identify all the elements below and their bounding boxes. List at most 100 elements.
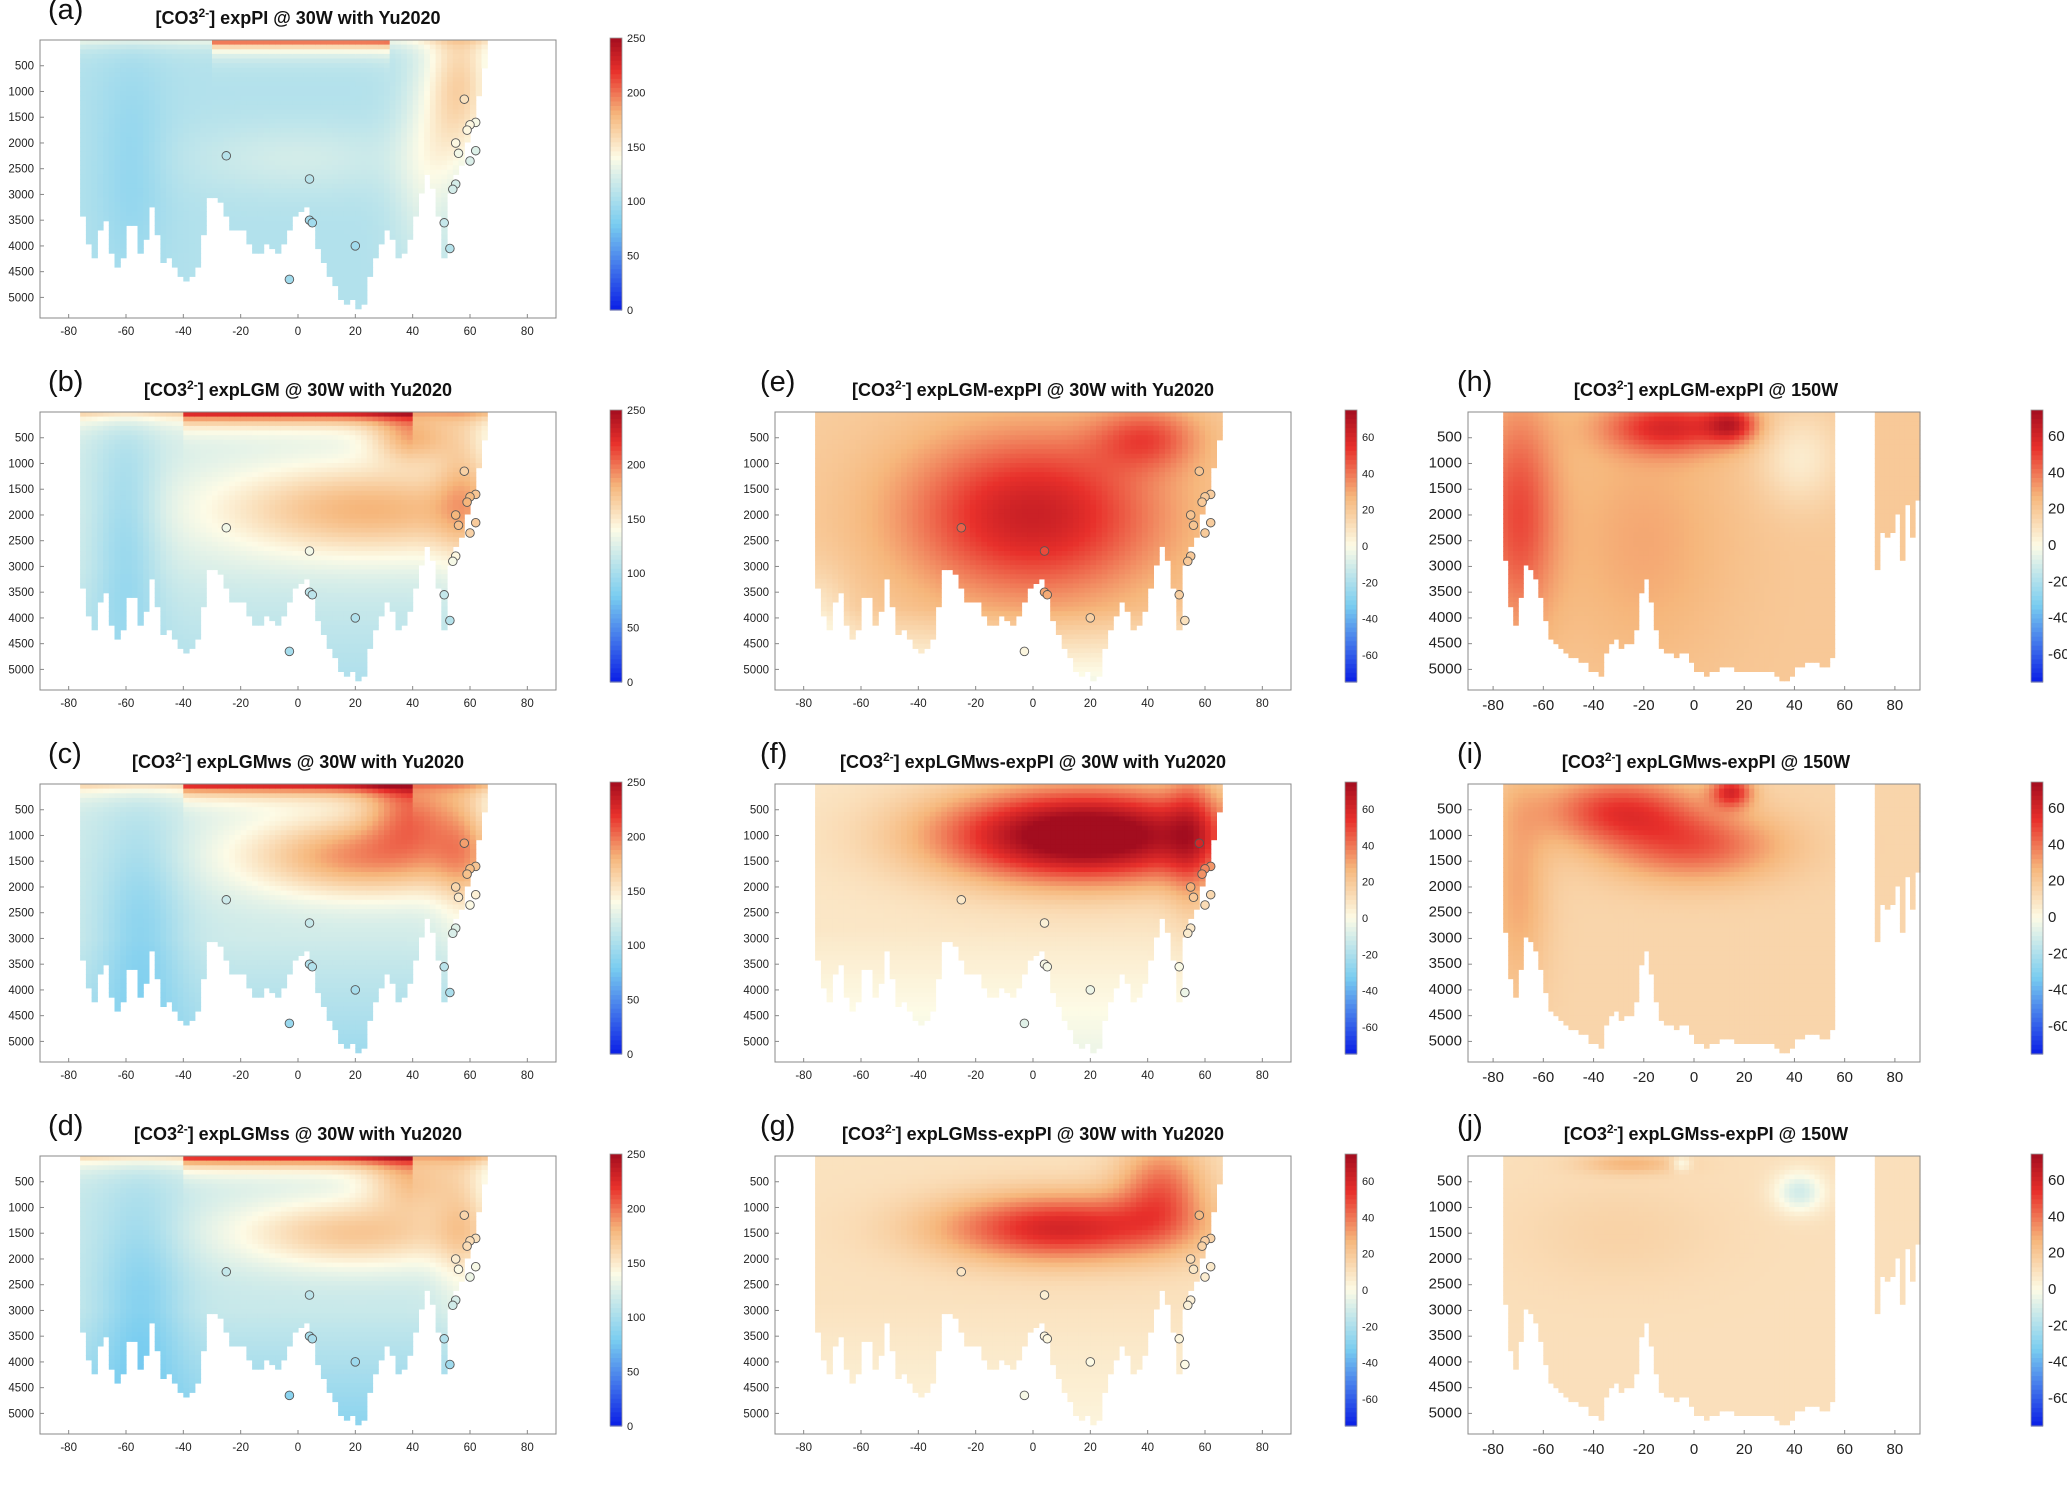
y-tick-label: 3500 (743, 1331, 769, 1343)
x-tick-label: -80 (60, 698, 77, 710)
x-tick-label: 20 (1084, 1070, 1097, 1082)
data-point (1040, 1291, 1049, 1300)
panel-c: (c)[CO32-] expLGMws @ 30W with Yu2020-80… (0, 744, 660, 1116)
y-tick-label: 500 (750, 1177, 769, 1189)
colorbar-tick-label: 150 (627, 514, 645, 526)
y-tick-label: 2500 (1429, 904, 1462, 921)
colorbar-tick-label: 0 (627, 1049, 633, 1061)
data-point (222, 152, 231, 161)
data-point (1086, 614, 1095, 623)
colorbar-tick-label: -20 (1362, 1321, 1378, 1333)
colorbar-tick-label: 20 (2048, 501, 2065, 518)
colorbar-tick-label: 250 (627, 777, 645, 789)
data-point (957, 1268, 966, 1277)
y-tick-label: 2500 (1429, 532, 1462, 549)
x-tick-label: -20 (232, 1442, 249, 1454)
colorbar-tick-label: 60 (1362, 1176, 1374, 1188)
colorbar-tick-label: 60 (2048, 1172, 2065, 1189)
colorbar-tick-label: 0 (1362, 541, 1368, 553)
data-point (460, 95, 469, 104)
x-tick-label: -20 (967, 698, 984, 710)
y-tick-label: 4500 (8, 267, 34, 279)
data-point (446, 616, 455, 625)
x-tick-label: -40 (175, 326, 192, 338)
y-tick-label: 2000 (743, 882, 769, 894)
y-tick-label: 500 (15, 61, 34, 73)
y-tick-label: 1500 (743, 1228, 769, 1240)
y-tick-label: 4000 (1429, 609, 1462, 626)
colorbar-tick-label: 60 (2048, 428, 2065, 445)
x-tick-label: 60 (464, 326, 477, 338)
colorbar-tick-label: -20 (2048, 1317, 2067, 1334)
data-point (285, 1019, 294, 1028)
y-tick-label: 2500 (743, 1280, 769, 1292)
colorbar-tick-label: 50 (627, 995, 639, 1007)
x-tick-label: -80 (1482, 1441, 1504, 1458)
data-point (285, 275, 294, 284)
panel-a: (a)[CO32-] expPI @ 30W with Yu2020-80-60… (0, 0, 660, 372)
x-tick-label: 40 (406, 1070, 419, 1082)
x-tick-label: -20 (967, 1070, 984, 1082)
data-point (1189, 893, 1198, 902)
y-tick-label: 4500 (8, 1383, 34, 1395)
y-tick-label: 5000 (1429, 660, 1462, 677)
x-tick-label: -40 (1583, 1441, 1605, 1458)
data-point (471, 518, 480, 527)
data-point (1184, 557, 1193, 566)
data-point (305, 547, 314, 556)
y-tick-label: 3500 (1429, 955, 1462, 972)
colorbar-tick-label: 0 (2048, 537, 2056, 554)
data-point (1201, 529, 1210, 538)
x-tick-label: 80 (1887, 1441, 1904, 1458)
y-tick-label: 3000 (8, 189, 34, 201)
heatmap-field (80, 1156, 488, 1425)
y-tick-label: 1500 (8, 484, 34, 496)
data-point (1184, 1301, 1193, 1310)
data-point (446, 988, 455, 997)
data-point (1181, 1360, 1190, 1369)
y-tick-label: 2000 (743, 510, 769, 522)
data-point (454, 893, 463, 902)
x-tick-label: 40 (1786, 1069, 1803, 1086)
colorbar-tick-label: 50 (627, 251, 639, 263)
colorbar-tick-label: 0 (2048, 909, 2056, 926)
y-tick-label: 1000 (8, 86, 34, 98)
data-point (463, 870, 472, 879)
x-tick-label: 60 (1199, 1070, 1212, 1082)
colorbar (610, 1154, 622, 1427)
data-point (308, 219, 317, 228)
x-tick-label: 80 (1256, 698, 1269, 710)
panel-h: (h)[CO32-] expLGM-expPI @ 150W-80-60-40-… (1400, 372, 2067, 744)
x-tick-label: 60 (464, 1442, 477, 1454)
x-tick-label: 0 (1690, 1441, 1698, 1458)
y-tick-label: 500 (1437, 429, 1462, 446)
x-tick-label: 0 (1030, 698, 1036, 710)
x-tick-label: 20 (1736, 1069, 1753, 1086)
y-tick-label: 3000 (1429, 1301, 1462, 1318)
colorbar-tick-label: 40 (1362, 468, 1374, 480)
data-point (440, 1335, 449, 1344)
data-point (957, 524, 966, 533)
data-point (454, 521, 463, 530)
y-tick-label: 4000 (743, 985, 769, 997)
x-tick-label: -60 (853, 1070, 870, 1082)
colorbar-tick-label: -40 (1362, 986, 1378, 998)
heatmap-field (1503, 412, 1920, 681)
colorbar-tick-label: 250 (627, 405, 645, 417)
data-point (1175, 591, 1184, 600)
data-point (451, 139, 460, 148)
colorbar-tick-label: -40 (2048, 1354, 2067, 1371)
colorbar (610, 782, 622, 1055)
y-tick-label: 1500 (743, 484, 769, 496)
y-tick-label: 1500 (743, 856, 769, 868)
colorbar (2031, 410, 2043, 683)
data-point (305, 175, 314, 184)
x-tick-label: 20 (1736, 1441, 1753, 1458)
colorbar-tick-label: 200 (627, 1203, 645, 1215)
colorbar (610, 38, 622, 311)
x-tick-label: 0 (295, 698, 301, 710)
x-tick-label: -40 (175, 1442, 192, 1454)
data-point (463, 498, 472, 507)
y-tick-label: 4000 (743, 1357, 769, 1369)
